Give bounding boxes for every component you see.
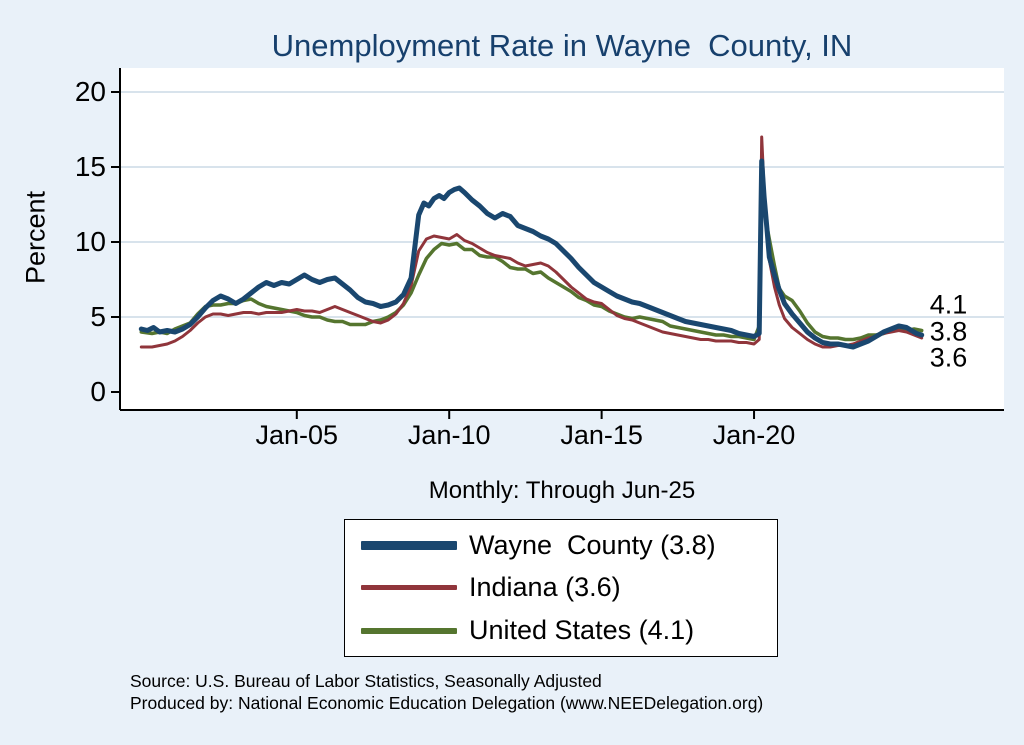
legend-item-united-states: United States (4.1) (345, 611, 777, 651)
y-tick-label: 10 (74, 226, 106, 257)
legend-item-indiana: Indiana (3.6) (345, 568, 777, 608)
x-tick-label: Jan-20 (712, 420, 796, 450)
source-line-1: Source: U.S. Bureau of Labor Statistics,… (130, 671, 602, 691)
source-attribution: Source: U.S. Bureau of Labor Statistics,… (130, 670, 990, 714)
series-line-indiana (139, 135, 924, 349)
legend-label-united-states: United States (4.1) (469, 615, 695, 646)
legend-item-wayne-county: Wayne County (3.8) (345, 525, 777, 565)
source-line-2: Produced by: National Economic Education… (130, 693, 764, 713)
end-label-united-states: 4.1 (929, 289, 968, 320)
legend-swatch-indiana (361, 585, 457, 591)
legend: Wayne County (3.8) Indiana (3.6) United … (344, 519, 778, 657)
chart-title: Unemployment Rate in Wayne County, IN (271, 28, 853, 63)
legend-label-indiana: Indiana (3.6) (469, 572, 621, 603)
y-tick-label: 0 (90, 376, 106, 407)
y-tick-label: 20 (74, 76, 106, 107)
legend-label-wayne-county: Wayne County (3.8) (469, 529, 716, 560)
y-tick-label: 5 (90, 301, 106, 332)
x-tick-label: Jan-10 (407, 420, 491, 450)
chart-note: Monthly: Through Jun-25 (428, 477, 696, 504)
x-tick-label: Jan-05 (255, 420, 339, 450)
x-tick-label: Jan-15 (560, 420, 643, 450)
end-label-indiana: 3.6 (929, 342, 968, 372)
y-tick-label: 15 (74, 151, 106, 182)
end-label-wayne-county: 3.8 (929, 316, 968, 347)
legend-swatch-wayne-county (361, 540, 457, 550)
series-line-wayne-county (138, 158, 925, 350)
legend-swatch-united-states (361, 627, 457, 634)
series-line-united-states (139, 168, 924, 342)
